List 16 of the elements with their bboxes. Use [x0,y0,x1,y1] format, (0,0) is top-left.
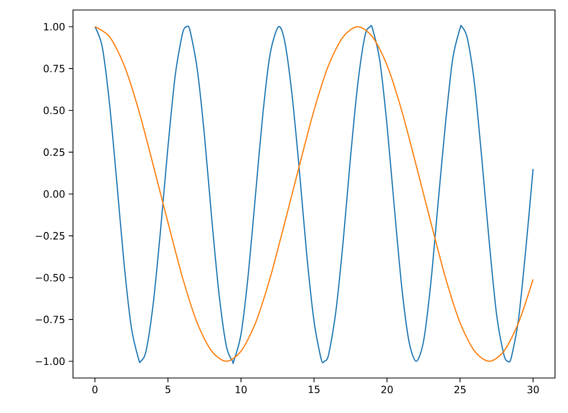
x-tick-label: 0 [92,386,98,394]
y-tick-label: −0.25 [36,232,64,240]
y-tick-label: 0.50 [44,106,65,114]
x-tick-label: 10 [236,386,247,394]
x-tick-label: 15 [308,386,320,394]
x-tick-label: 30 [528,386,539,394]
y-tick-label: −0.50 [36,274,65,282]
y-tick-label: 1.00 [44,22,65,30]
x-tick-label: 25 [454,386,466,394]
x-tick-label: 5 [166,386,170,394]
x-tick-label: 20 [381,386,393,394]
y-tick-label: 0.75 [44,64,64,72]
y-tick-label: −0.75 [36,316,64,324]
y-tick-label: −1.00 [36,357,65,366]
y-tick-label: 0.00 [44,190,65,198]
y-tick-label: 0.25 [44,148,64,156]
